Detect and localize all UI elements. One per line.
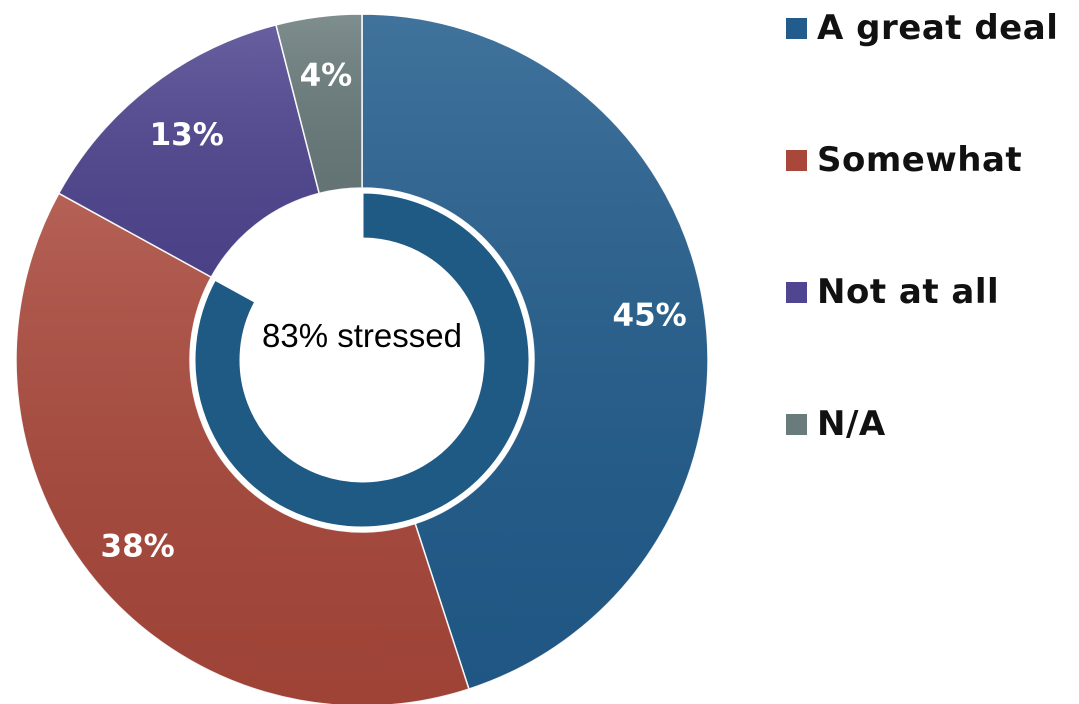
legend-swatch [786,149,807,171]
legend-label: Not at all [817,272,1000,312]
legend-swatch [786,413,807,435]
inner-ring [192,190,532,530]
legend-item-somewhat: Somewhat [786,140,1076,180]
slice-shade-not-at-all [58,24,320,278]
slice-label-a-great-deal: 45% [613,297,687,333]
slice-label-not-at-all: 13% [150,117,224,153]
legend-item-a-great-deal: A great deal [786,8,1076,48]
inner-ring-progress [192,190,532,530]
slice-shade-somewhat [16,193,469,704]
legend: A great deal Somewhat Not at all N/A [786,8,1076,536]
legend-swatch [786,17,807,39]
slice-labels: 45% 38% 13% 4% [101,58,687,565]
legend-label: N/A [817,404,886,444]
slice-shade-n-a [275,14,362,194]
legend-label: Somewhat [817,140,1023,180]
slice-label-n-a: 4% [300,58,353,94]
center-label: 83% stressed [262,317,462,354]
legend-item-not-at-all: Not at all [786,272,1076,312]
legend-label: A great deal [817,8,1059,48]
slice-shade-a-great-deal [362,14,708,690]
legend-swatch [786,281,807,303]
donut-slices [15,13,709,704]
legend-item-n-a: N/A [786,404,1076,444]
slice-label-somewhat: 38% [101,529,175,565]
